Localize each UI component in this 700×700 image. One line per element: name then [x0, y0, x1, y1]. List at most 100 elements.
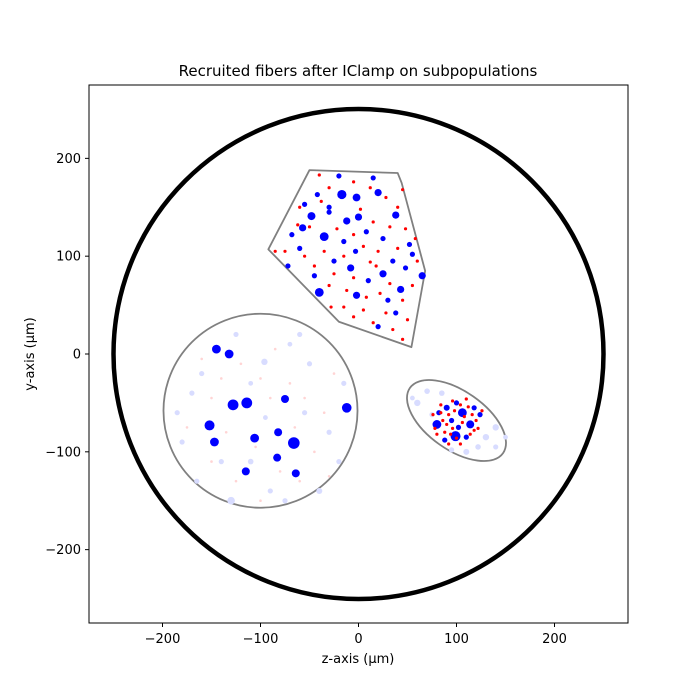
inactive-fiber-point	[297, 331, 303, 338]
recruited-small-fiber-point	[403, 227, 408, 231]
recruited-fiber-point	[326, 204, 332, 210]
recruited-small-fiber-point	[273, 249, 277, 253]
inactive-fiber-point	[302, 410, 308, 416]
recruited-small-fiber-point	[327, 186, 331, 190]
recruited-small-fiber-point	[391, 327, 395, 332]
x-axis-label: z-axis (µm)	[322, 652, 395, 667]
recruited-fiber-point	[336, 173, 342, 179]
recruited-fiber-point	[352, 291, 361, 299]
recruited-fiber-point	[365, 278, 371, 284]
recruited-small-fiber-point	[454, 436, 459, 440]
recruited-small-fiber-point	[345, 288, 349, 293]
recruited-small-fiber-point	[329, 305, 333, 309]
recruited-fiber-point	[297, 245, 303, 251]
recruited-small-fiber-point	[401, 298, 405, 302]
inactive-fiber-point	[247, 458, 254, 465]
recruited-fiber-point	[291, 469, 300, 478]
inactive-small-fiber-point	[210, 396, 213, 400]
inactive-small-fiber-point	[322, 411, 326, 414]
recruited-fiber-point	[375, 324, 381, 330]
inactive-fiber-point	[503, 434, 508, 440]
inactive-fiber-point	[475, 444, 481, 450]
recruited-small-fiber-point	[441, 418, 445, 423]
recruited-small-fiber-point	[364, 295, 368, 299]
inactive-fiber-point	[227, 496, 235, 505]
recruited-small-fiber-point	[443, 430, 447, 434]
recruited-small-fiber-point	[439, 411, 443, 415]
inactive-fiber-point	[233, 331, 239, 338]
recruited-small-fiber-point	[371, 220, 375, 224]
recruited-small-fiber-point	[332, 272, 336, 276]
series-polygon	[273, 173, 419, 341]
inactive-fiber-point	[493, 444, 499, 450]
recruited-fiber-point	[457, 408, 467, 418]
recruited-fiber-point	[307, 212, 316, 221]
recruited-fiber-point	[450, 431, 461, 442]
recruited-fiber-point	[314, 287, 324, 297]
x-tick-label: −100	[243, 632, 279, 647]
recruited-fiber-point	[331, 258, 337, 264]
recruited-small-fiber-point	[410, 283, 414, 288]
recruited-fiber-point	[326, 209, 332, 215]
recruited-small-fiber-point	[296, 223, 300, 227]
recruited-fiber-point	[453, 400, 460, 406]
recruited-small-fiber-point	[433, 426, 437, 430]
inactive-small-fiber-point	[278, 470, 282, 473]
recruited-small-fiber-point	[361, 244, 365, 248]
recruited-fiber-point	[385, 297, 391, 303]
y-tick-label: −200	[45, 543, 81, 558]
recruited-small-fiber-point	[413, 236, 417, 241]
inactive-fiber-point	[248, 380, 254, 386]
fascicle-circle-outline	[162, 312, 359, 509]
inactive-small-fiber-point	[332, 372, 336, 375]
recruited-small-fiber-point	[368, 186, 372, 190]
recruited-fiber-point	[204, 420, 215, 431]
recruited-small-fiber-point	[464, 397, 468, 401]
inactive-fiber-point	[424, 388, 430, 394]
recruited-fiber-point	[288, 437, 300, 449]
inactive-fiber-point	[199, 370, 205, 377]
fascicle-polygon-outline	[267, 169, 427, 349]
x-tick-label: 200	[542, 632, 567, 647]
inactive-small-fiber-point	[259, 499, 262, 503]
recruited-small-fiber-point	[319, 199, 323, 204]
inactive-small-fiber-point	[224, 430, 228, 434]
inactive-fiber-point	[336, 459, 342, 465]
inactive-fiber-point	[194, 478, 200, 484]
recruited-small-fiber-point	[312, 264, 316, 268]
recruited-small-fiber-point	[476, 426, 480, 430]
recruited-small-fiber-point	[439, 403, 443, 407]
recruited-small-fiber-point	[376, 249, 380, 253]
recruited-fiber-point	[379, 270, 387, 278]
recruited-small-fiber-point	[358, 207, 363, 211]
recruited-fiber-point	[352, 193, 361, 202]
recruited-fiber-point	[227, 399, 239, 411]
recruited-fiber-point	[224, 349, 234, 359]
y-tick-label: 200	[56, 152, 81, 167]
recruited-fiber-point	[393, 310, 399, 316]
recruited-small-fiber-point	[396, 246, 400, 250]
inactive-small-fiber-point	[259, 377, 262, 380]
inactive-small-fiber-point	[303, 396, 306, 400]
recruited-fiber-point	[443, 404, 450, 411]
recruited-small-fiber-point	[352, 315, 356, 319]
recruited-fiber-point	[455, 424, 462, 430]
recruited-small-fiber-point	[474, 418, 478, 423]
recruited-fiber-point	[241, 397, 253, 409]
recruited-small-fiber-point	[445, 422, 449, 427]
x-tick-label: 0	[354, 632, 362, 647]
recruited-fiber-point	[241, 467, 250, 476]
recruited-small-fiber-point	[450, 426, 455, 430]
recruited-small-fiber-point	[352, 233, 356, 237]
x-tick-label: 100	[444, 632, 469, 647]
recruited-small-fiber-point	[342, 305, 346, 309]
recruited-small-fiber-point	[307, 225, 312, 229]
recruited-fiber-point	[341, 403, 352, 413]
recruited-fiber-point	[212, 344, 221, 354]
recruited-fiber-point	[281, 394, 289, 403]
recruited-small-fiber-point	[452, 409, 457, 413]
x-tick-label: −200	[145, 632, 181, 647]
inactive-fiber-point	[341, 380, 347, 386]
